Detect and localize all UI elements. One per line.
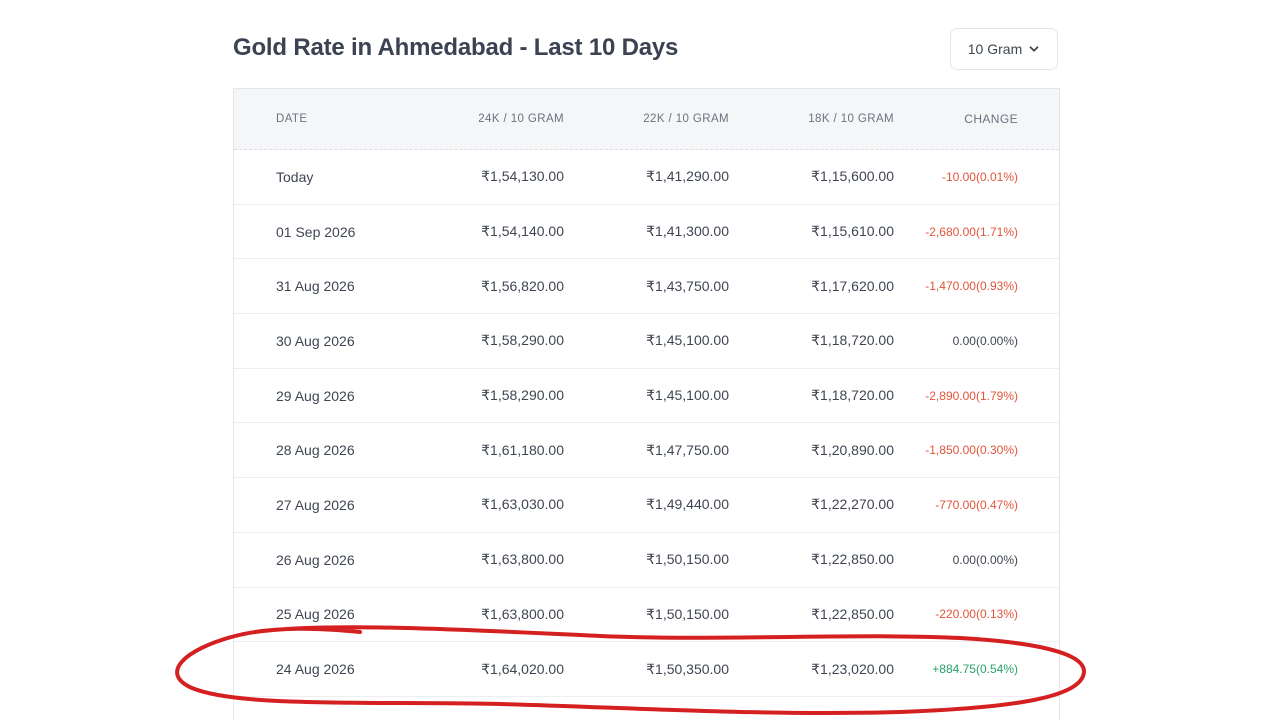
cell-22k: ₹1,47,750.00 [646,441,729,458]
unit-dropdown[interactable]: 10 Gram [950,28,1058,70]
cell-24k: ₹1,63,800.00 [481,551,564,568]
cell-18k: ₹1,17,620.00 [811,277,894,294]
cell-22k: ₹1,49,440.00 [646,496,729,513]
cell-18k: ₹1,22,850.00 [811,605,894,622]
table-row: 01 Sep 2026 ₹1,54,140.00 ₹1,41,300.00 ₹1… [234,205,1059,260]
cell-22k: ₹1,41,290.00 [646,168,729,185]
cell-change: 0.00(0.00%) [952,333,1018,348]
cell-18k: ₹1,20,890.00 [811,441,894,458]
header-18k: 18K / 10 GRAM [808,113,894,125]
cell-18k: ₹1,22,850.00 [811,551,894,568]
cell-date: 24 Aug 2026 [276,661,355,678]
cell-date: 27 Aug 2026 [276,496,355,513]
cell-date: 31 Aug 2026 [276,278,355,295]
cell-date: 01 Sep 2026 [276,223,356,240]
cell-change: +884.75(0.54%) [932,662,1018,677]
table-row: 31 Aug 2026 ₹1,56,820.00 ₹1,43,750.00 ₹1… [234,259,1059,315]
cell-22k: ₹1,50,350.00 [646,660,729,677]
cell-18k: ₹1,22,270.00 [811,496,894,513]
cell-22k: ₹1,50,150.00 [646,605,729,622]
header-date: DATE [276,113,308,125]
cell-24k: ₹1,63,800.00 [481,605,564,622]
cell-change: -220.00(0.13%) [935,607,1018,622]
header-24k: 24K / 10 GRAM [478,113,564,125]
cell-24k: ₹1,64,020.00 [481,660,564,677]
cell-change: -2,680.00(1.71%) [925,224,1018,239]
cell-22k: ₹1,41,300.00 [646,223,729,240]
table-row: 29 Aug 2026 ₹1,58,290.00 ₹1,45,100.00 ₹1… [234,369,1059,424]
cell-change: 0.00(0.00%) [952,552,1018,567]
gold-rate-table: DATE 24K / 10 GRAM 22K / 10 GRAM 18K / 1… [233,88,1060,720]
cell-22k: ₹1,43,750.00 [646,277,729,294]
cell-22k: ₹1,50,150.00 [646,551,729,568]
cell-24k: ₹1,63,030.00 [481,496,564,513]
cell-24k: ₹1,58,290.00 [481,332,564,349]
cell-22k: ₹1,45,100.00 [646,332,729,349]
cell-change: -1,470.00(0.93%) [925,279,1018,294]
table-row: 24 Aug 2026 ₹1,64,020.00 ₹1,50,350.00 ₹1… [234,642,1059,697]
cell-date: 30 Aug 2026 [276,332,355,349]
cell-date: 29 Aug 2026 [276,387,355,404]
cell-18k: ₹1,23,020.00 [811,660,894,677]
unit-dropdown-value: 10 Gram [967,41,1023,57]
cell-18k: ₹1,18,720.00 [811,387,894,404]
cell-date: 26 Aug 2026 [276,551,355,568]
table-row: 26 Aug 2026 ₹1,63,800.00 ₹1,50,150.00 ₹1… [234,533,1059,588]
cell-24k: ₹1,54,130.00 [481,168,564,185]
cell-22k: ₹1,45,100.00 [646,387,729,404]
cell-date: 28 Aug 2026 [276,442,355,459]
cell-24k: ₹1,56,820.00 [481,277,564,294]
header-22k: 22K / 10 GRAM [643,113,729,125]
cell-24k: ₹1,54,140.00 [481,223,564,240]
cell-18k: ₹1,18,720.00 [811,332,894,349]
cell-change: -2,890.00(1.79%) [925,388,1018,403]
cell-date: 25 Aug 2026 [276,606,355,623]
cell-change: -1,850.00(0.30%) [925,443,1018,458]
cell-change: -10.00(0.01%) [941,169,1018,184]
cell-24k: ₹1,61,180.00 [481,441,564,458]
cell-24k: ₹1,58,290.00 [481,387,564,404]
chevron-down-icon [1029,46,1039,52]
table-row: Today ₹1,54,130.00 ₹1,41,290.00 ₹1,15,60… [234,150,1059,205]
cell-date: Today [276,168,314,185]
cell-18k: ₹1,15,610.00 [811,223,894,240]
table-row: 30 Aug 2026 ₹1,58,290.00 ₹1,45,100.00 ₹1… [234,314,1059,369]
table-header: DATE 24K / 10 GRAM 22K / 10 GRAM 18K / 1… [234,89,1059,150]
cell-18k: ₹1,15,600.00 [811,168,894,185]
table-row: 28 Aug 2026 ₹1,61,180.00 ₹1,47,750.00 ₹1… [234,423,1059,479]
cell-change: -770.00(0.47%) [935,497,1018,512]
page-title: Gold Rate in Ahmedabad - Last 10 Days [233,34,679,61]
table-row: 25 Aug 2026 ₹1,63,800.00 ₹1,50,150.00 ₹1… [234,588,1059,643]
header-change: CHANGE [964,112,1018,126]
table-row: 27 Aug 2026 ₹1,63,030.00 ₹1,49,440.00 ₹1… [234,478,1059,533]
